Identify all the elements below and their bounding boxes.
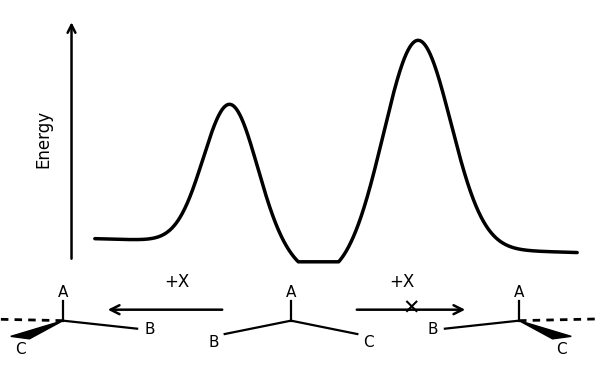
Text: +X: +X [389, 273, 415, 291]
Text: A: A [514, 285, 524, 299]
Text: C: C [363, 335, 373, 350]
Polygon shape [11, 321, 63, 339]
Text: A: A [286, 285, 296, 299]
Text: B: B [144, 322, 155, 337]
Text: B: B [427, 322, 438, 337]
Text: B: B [209, 335, 219, 350]
Text: +X: +X [164, 273, 190, 291]
Polygon shape [519, 321, 571, 339]
Text: Energy: Energy [35, 110, 53, 168]
Text: C: C [557, 342, 567, 357]
Text: C: C [15, 342, 25, 357]
Text: ✕: ✕ [402, 299, 420, 319]
Text: A: A [58, 285, 68, 299]
